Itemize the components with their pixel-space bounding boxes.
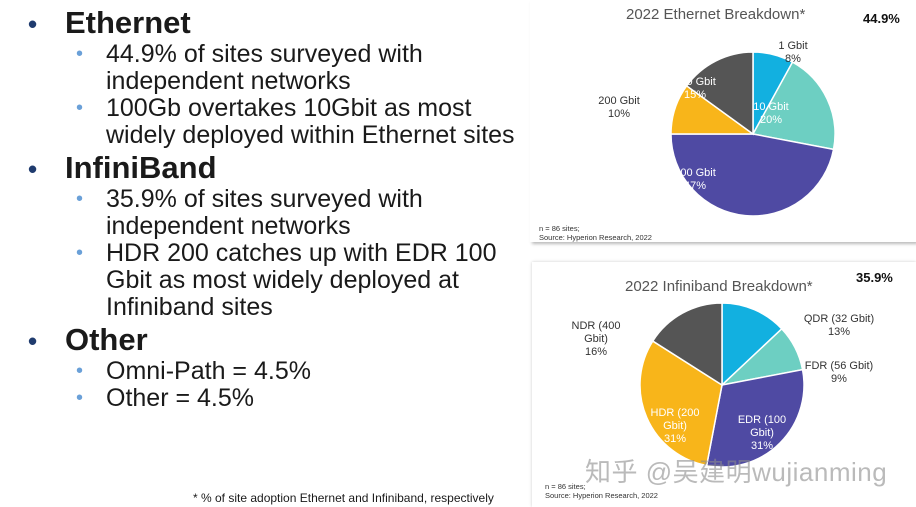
pie-slice-label: 400 Gbit 15% (674, 76, 716, 102)
pie-slice-400-gbit (685, 51, 754, 136)
sub-bullet-dot: • (76, 97, 84, 119)
source-line: Source: Hyperion Research, 2022 (545, 491, 658, 500)
pie-slice-label: 1 Gbit 8% (778, 40, 807, 66)
slice-name: 1 Gbit (778, 40, 808, 52)
source-line: n = 86 sites; (539, 224, 580, 233)
chart-corner-value: 44.9% (863, 11, 900, 26)
sub-bullet-text: Other = 4.5% (106, 384, 254, 412)
slice-name: 10 Gbit (753, 101, 789, 113)
ethernet-pie-chart (670, 51, 836, 217)
slice-name: HDR (200 Gbit) (650, 407, 700, 432)
infiniband-chart-panel: 2022 Infiniband Breakdown* 35.9% n = 86 … (532, 262, 916, 507)
slice-value: 8% (785, 53, 801, 65)
slice-value: 10% (607, 108, 631, 120)
sub-bullet-dot: • (76, 242, 84, 264)
sub-bullet-dot: • (76, 387, 84, 409)
sub-bullet-text: 100Gb overtakes 10Gbit as most widely de… (106, 94, 515, 149)
chart-title: 2022 Infiniband Breakdown* (625, 278, 813, 295)
section-heading: Other (65, 322, 148, 357)
section-heading: InfiniBand (65, 150, 217, 185)
slice-name: 200 Gbit (598, 95, 640, 107)
slice-value: 13% (827, 326, 851, 338)
slice-value: 20% (759, 114, 783, 126)
sub-bullet-dot: • (76, 360, 84, 382)
slice-name: 400 Gbit (674, 76, 716, 88)
pie-slice-label: EDR (100 Gbit) 31% (731, 414, 793, 453)
pie-slice-10-gbit (751, 61, 836, 151)
watermark: 知乎 @吴建明wujianming (585, 457, 888, 487)
chart-source: n = 86 sites; Source: Hyperion Research,… (539, 224, 652, 242)
slice-value: 31% (750, 440, 774, 452)
slice-name: 100 Gbit (674, 167, 716, 179)
bullet-dot: • (28, 9, 38, 39)
slice-value: 31% (663, 433, 687, 445)
sub-bullet-text: 44.9% of sites surveyed with independent… (106, 40, 423, 95)
section-heading: Ethernet (65, 5, 191, 40)
footnote: * % of site adoption Ethernet and Infini… (193, 491, 494, 505)
section-other: • Other • Omni-Path = 4.5% • Other = 4.5% (28, 323, 533, 412)
pie-slice-label: 100 Gbit 47% (674, 167, 716, 193)
source-line: Source: Hyperion Research, 2022 (539, 233, 652, 242)
pie-slice-qdr-32-gbit (721, 302, 783, 387)
pie-slice-label: FDR (56 Gbit) 9% (805, 360, 873, 386)
infiniband-pie-chart (639, 302, 805, 468)
bullet-dot: • (28, 326, 38, 356)
ethernet-chart-panel: 2022 Ethernet Breakdown* 44.9% n = 86 si… (530, 0, 916, 242)
section-ethernet: • Ethernet • 44.9% of sites surveyed with … (28, 6, 533, 149)
sub-bullet-text: 35.9% of sites surveyed with independent… (106, 185, 423, 240)
slice-value: 9% (831, 373, 847, 385)
sub-bullet-text: Omni-Path = 4.5% (106, 357, 311, 385)
pie-slice-label: QDR (32 Gbit) 13% (804, 313, 874, 339)
sub-bullet-dot: • (76, 188, 84, 210)
sub-bullet-text: HDR 200 catches up with EDR 100 Gbit as … (106, 239, 497, 321)
slice-value: 15% (683, 89, 707, 101)
chart-corner-value: 35.9% (856, 270, 893, 285)
slice-value: 16% (584, 346, 608, 358)
slice-name: FDR (56 Gbit) (804, 360, 874, 372)
slice-name: NDR (400 Gbit) (571, 320, 621, 345)
pie-slice-label: 200 Gbit 10% (598, 95, 640, 121)
slice-name: QDR (32 Gbit) (803, 313, 875, 325)
slice-name: EDR (100 Gbit) (737, 414, 787, 439)
slice-value: 47% (683, 180, 707, 192)
pie-slice-100-gbit (670, 133, 835, 217)
pie-slice-ndr-400-gbit (651, 302, 723, 387)
bullet-list: • Ethernet • 44.9% of sites surveyed with … (28, 6, 533, 414)
pie-slice-label: 10 Gbit 20% (753, 101, 788, 127)
pie-slice-edr-100-gbit (705, 368, 805, 468)
pie-slice-label: NDR (400 Gbit) 16% (565, 320, 627, 359)
source-line: n = 86 sites; (545, 482, 586, 491)
sub-bullet-dot: • (76, 43, 84, 65)
pie-slice-label: HDR (200 Gbit) 31% (644, 407, 706, 446)
bullet-dot: • (28, 154, 38, 184)
chart-title: 2022 Ethernet Breakdown* (626, 6, 806, 23)
chart-source: n = 86 sites; Source: Hyperion Research,… (545, 482, 658, 500)
section-infiniband: • InfiniBand • 35.9% of sites surveyed wit… (28, 151, 533, 321)
